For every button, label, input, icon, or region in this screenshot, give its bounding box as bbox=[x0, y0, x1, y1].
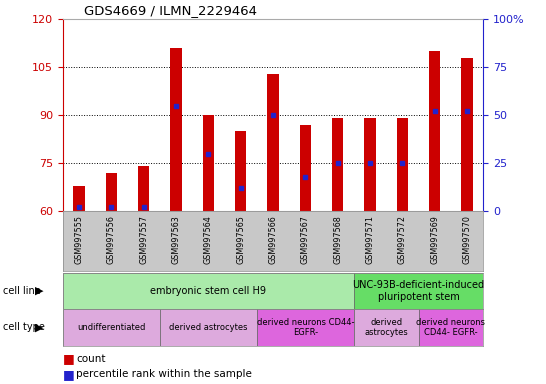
Text: cell line: cell line bbox=[3, 286, 40, 296]
Bar bbox=[73, 185, 85, 211]
Bar bbox=[354, 309, 419, 346]
Bar bbox=[461, 58, 473, 211]
Bar bbox=[203, 115, 214, 211]
Text: GSM997567: GSM997567 bbox=[301, 215, 310, 264]
Text: derived astrocytes: derived astrocytes bbox=[169, 323, 247, 332]
Text: count: count bbox=[76, 354, 106, 364]
Text: GSM997570: GSM997570 bbox=[462, 215, 472, 264]
Text: GSM997564: GSM997564 bbox=[204, 215, 213, 264]
Text: cell type: cell type bbox=[3, 322, 45, 333]
Text: ■: ■ bbox=[63, 368, 75, 381]
Text: GSM997565: GSM997565 bbox=[236, 215, 245, 264]
Bar bbox=[364, 118, 376, 211]
Bar bbox=[105, 173, 117, 211]
Bar bbox=[397, 118, 408, 211]
Text: undifferentiated: undifferentiated bbox=[77, 323, 145, 332]
Text: GSM997566: GSM997566 bbox=[269, 215, 277, 264]
Bar bbox=[63, 309, 160, 346]
Bar bbox=[257, 309, 354, 346]
Text: ▶: ▶ bbox=[35, 322, 44, 333]
Text: GSM997563: GSM997563 bbox=[171, 215, 181, 264]
Text: GDS4669 / ILMN_2229464: GDS4669 / ILMN_2229464 bbox=[84, 3, 257, 17]
Text: GSM997572: GSM997572 bbox=[398, 215, 407, 264]
Text: GSM997556: GSM997556 bbox=[107, 215, 116, 264]
Bar bbox=[235, 131, 246, 211]
Text: derived neurons CD44-
EGFR-: derived neurons CD44- EGFR- bbox=[257, 318, 354, 337]
Text: GSM997569: GSM997569 bbox=[430, 215, 439, 264]
Text: UNC-93B-deficient-induced
pluripotent stem: UNC-93B-deficient-induced pluripotent st… bbox=[353, 280, 485, 302]
Bar bbox=[160, 309, 257, 346]
Text: percentile rank within the sample: percentile rank within the sample bbox=[76, 369, 252, 379]
Text: GSM997568: GSM997568 bbox=[333, 215, 342, 264]
Text: embryonic stem cell H9: embryonic stem cell H9 bbox=[150, 286, 266, 296]
Text: derived
astrocytes: derived astrocytes bbox=[364, 318, 408, 337]
Bar bbox=[300, 125, 311, 211]
Text: ■: ■ bbox=[63, 353, 75, 366]
Text: GSM997557: GSM997557 bbox=[139, 215, 148, 264]
Bar bbox=[332, 118, 343, 211]
Text: GSM997571: GSM997571 bbox=[365, 215, 375, 264]
Bar bbox=[419, 309, 483, 346]
Text: derived neurons
CD44- EGFR-: derived neurons CD44- EGFR- bbox=[417, 318, 485, 337]
Text: GSM997555: GSM997555 bbox=[74, 215, 84, 264]
Bar bbox=[170, 48, 182, 211]
Bar bbox=[138, 166, 149, 211]
Bar bbox=[63, 273, 354, 309]
Bar bbox=[429, 51, 441, 211]
Text: ▶: ▶ bbox=[35, 286, 44, 296]
Bar bbox=[354, 273, 483, 309]
Bar bbox=[268, 74, 278, 211]
